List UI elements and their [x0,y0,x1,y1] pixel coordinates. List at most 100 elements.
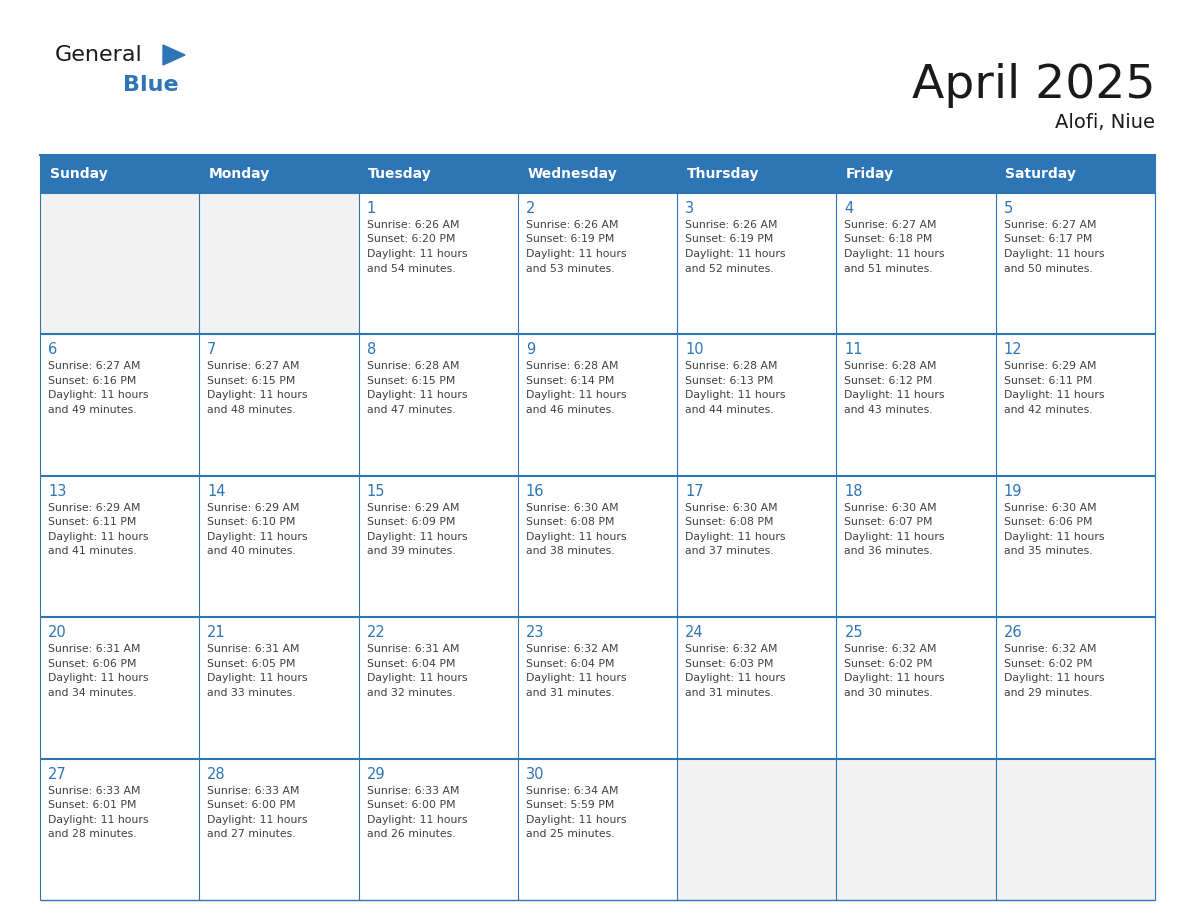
Text: Daylight: 11 hours: Daylight: 11 hours [1004,673,1104,683]
Bar [359,758,518,900]
Text: Sunrise: 6:28 AM: Sunrise: 6:28 AM [845,362,937,372]
Text: Friday: Friday [846,167,895,181]
Text: Sunset: 6:11 PM: Sunset: 6:11 PM [48,518,137,527]
Text: Sunrise: 6:28 AM: Sunrise: 6:28 AM [526,362,618,372]
Bar [40,155,200,193]
Bar [677,193,836,334]
Bar [677,758,836,900]
Bar [40,617,200,758]
Text: Sunrise: 6:29 AM: Sunrise: 6:29 AM [1004,362,1097,372]
Bar [836,155,996,193]
Bar [996,617,1155,758]
Text: Daylight: 11 hours: Daylight: 11 hours [526,673,626,683]
Text: and 38 minutes.: and 38 minutes. [526,546,614,556]
Text: Daylight: 11 hours: Daylight: 11 hours [1004,249,1104,259]
Text: Sunset: 6:02 PM: Sunset: 6:02 PM [1004,659,1092,668]
Text: Daylight: 11 hours: Daylight: 11 hours [526,249,626,259]
Text: Sunrise: 6:27 AM: Sunrise: 6:27 AM [845,220,937,230]
Text: Sunrise: 6:27 AM: Sunrise: 6:27 AM [207,362,299,372]
Text: Sunset: 6:04 PM: Sunset: 6:04 PM [367,659,455,668]
Text: Sunset: 6:01 PM: Sunset: 6:01 PM [48,800,137,810]
Text: and 43 minutes.: and 43 minutes. [845,405,933,415]
Text: Daylight: 11 hours: Daylight: 11 hours [48,532,148,542]
Text: and 50 minutes.: and 50 minutes. [1004,263,1093,274]
Text: Daylight: 11 hours: Daylight: 11 hours [367,673,467,683]
Text: 9: 9 [526,342,535,357]
Text: and 39 minutes.: and 39 minutes. [367,546,455,556]
Text: and 30 minutes.: and 30 minutes. [845,688,933,698]
Text: and 25 minutes.: and 25 minutes. [526,829,614,839]
Text: 25: 25 [845,625,862,640]
Text: 6: 6 [48,342,57,357]
Text: and 46 minutes.: and 46 minutes. [526,405,614,415]
Text: Sunrise: 6:26 AM: Sunrise: 6:26 AM [526,220,618,230]
Text: and 48 minutes.: and 48 minutes. [207,405,296,415]
Text: Sunset: 6:05 PM: Sunset: 6:05 PM [207,659,296,668]
Text: Daylight: 11 hours: Daylight: 11 hours [48,673,148,683]
Bar [359,334,518,476]
Text: 19: 19 [1004,484,1022,498]
Text: Sunset: 6:14 PM: Sunset: 6:14 PM [526,375,614,386]
Text: Sunrise: 6:26 AM: Sunrise: 6:26 AM [685,220,778,230]
Text: and 52 minutes.: and 52 minutes. [685,263,773,274]
Text: Blue: Blue [124,75,178,95]
Text: Daylight: 11 hours: Daylight: 11 hours [685,390,785,400]
Text: Sunrise: 6:26 AM: Sunrise: 6:26 AM [367,220,459,230]
Text: Sunset: 6:10 PM: Sunset: 6:10 PM [207,518,296,527]
Text: Sunset: 6:19 PM: Sunset: 6:19 PM [685,234,773,244]
Text: Sunset: 6:03 PM: Sunset: 6:03 PM [685,659,773,668]
Text: Sunset: 6:11 PM: Sunset: 6:11 PM [1004,375,1092,386]
Text: 30: 30 [526,767,544,781]
Text: and 40 minutes.: and 40 minutes. [207,546,296,556]
Text: Sunset: 6:00 PM: Sunset: 6:00 PM [207,800,296,810]
Text: Sunset: 6:15 PM: Sunset: 6:15 PM [367,375,455,386]
Text: General: General [55,45,143,65]
Text: 16: 16 [526,484,544,498]
Text: 10: 10 [685,342,703,357]
Text: Sunset: 6:09 PM: Sunset: 6:09 PM [367,518,455,527]
Text: Monday: Monday [209,167,270,181]
Text: Sunrise: 6:32 AM: Sunrise: 6:32 AM [685,644,778,655]
Text: 17: 17 [685,484,703,498]
Bar [359,155,518,193]
Text: and 51 minutes.: and 51 minutes. [845,263,933,274]
Bar [518,334,677,476]
Text: Sunrise: 6:31 AM: Sunrise: 6:31 AM [48,644,140,655]
Text: Sunset: 6:20 PM: Sunset: 6:20 PM [367,234,455,244]
Text: Daylight: 11 hours: Daylight: 11 hours [685,249,785,259]
Bar [518,155,677,193]
Bar [40,193,200,334]
Bar [836,758,996,900]
Text: Daylight: 11 hours: Daylight: 11 hours [207,390,308,400]
Bar [40,334,200,476]
Text: Sunrise: 6:30 AM: Sunrise: 6:30 AM [845,503,937,513]
Bar [200,155,359,193]
Text: Daylight: 11 hours: Daylight: 11 hours [48,814,148,824]
Text: and 34 minutes.: and 34 minutes. [48,688,137,698]
Text: Sunset: 6:13 PM: Sunset: 6:13 PM [685,375,773,386]
Text: Daylight: 11 hours: Daylight: 11 hours [845,673,944,683]
Text: Sunset: 6:19 PM: Sunset: 6:19 PM [526,234,614,244]
Text: Daylight: 11 hours: Daylight: 11 hours [526,532,626,542]
Text: Daylight: 11 hours: Daylight: 11 hours [367,814,467,824]
Text: 29: 29 [367,767,385,781]
Text: 26: 26 [1004,625,1023,640]
Text: Daylight: 11 hours: Daylight: 11 hours [1004,532,1104,542]
Text: 13: 13 [48,484,67,498]
Text: Daylight: 11 hours: Daylight: 11 hours [526,814,626,824]
Text: Sunrise: 6:27 AM: Sunrise: 6:27 AM [48,362,140,372]
Text: Sunset: 6:07 PM: Sunset: 6:07 PM [845,518,933,527]
Text: 11: 11 [845,342,862,357]
Text: Sunset: 6:15 PM: Sunset: 6:15 PM [207,375,296,386]
Text: and 36 minutes.: and 36 minutes. [845,546,933,556]
Text: 2: 2 [526,201,536,216]
Text: Sunset: 6:04 PM: Sunset: 6:04 PM [526,659,614,668]
Text: Daylight: 11 hours: Daylight: 11 hours [367,390,467,400]
Text: Sunrise: 6:28 AM: Sunrise: 6:28 AM [685,362,778,372]
Bar [836,193,996,334]
Text: 24: 24 [685,625,703,640]
Text: 12: 12 [1004,342,1023,357]
Text: and 49 minutes.: and 49 minutes. [48,405,137,415]
Bar [996,155,1155,193]
Text: 7: 7 [207,342,216,357]
